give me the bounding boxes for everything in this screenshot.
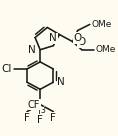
Text: F: F [37, 115, 43, 125]
Text: N: N [49, 33, 57, 43]
Text: O: O [74, 33, 82, 43]
Text: Cl: Cl [1, 64, 12, 74]
Text: N: N [28, 45, 36, 55]
Text: O: O [78, 37, 86, 47]
Text: 3: 3 [40, 106, 45, 115]
Text: F: F [50, 113, 56, 123]
Text: OMe: OMe [92, 20, 112, 29]
Text: F: F [24, 113, 30, 123]
Text: CF: CF [28, 100, 40, 109]
Text: N: N [57, 77, 65, 87]
Text: OMe: OMe [96, 45, 116, 54]
